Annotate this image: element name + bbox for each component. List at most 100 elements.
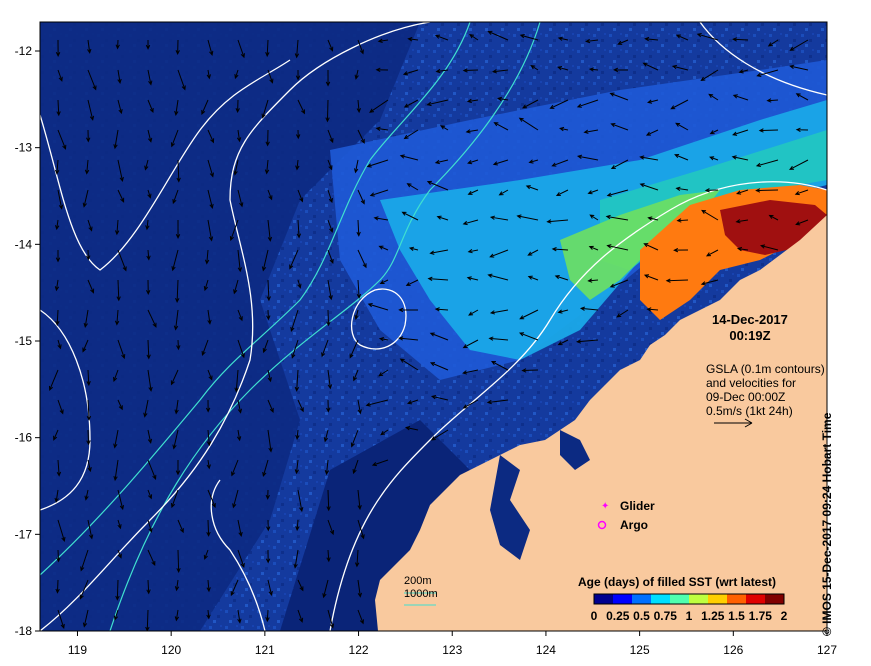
- velocity-arrow: [646, 307, 659, 312]
- velocity-arrow: [404, 426, 419, 431]
- velocity-arrow: [675, 122, 689, 131]
- velocity-arrow: [86, 369, 91, 387]
- velocity-arrow: [434, 307, 449, 312]
- glider-legend-label: Glider: [620, 499, 655, 513]
- velocity-arrow: [767, 39, 779, 47]
- velocity-arrow: [175, 39, 180, 56]
- velocity-arrow: [732, 37, 749, 42]
- velocity-arrow: [297, 279, 302, 289]
- velocity-arrow: [468, 309, 479, 316]
- velocity-arrow: [113, 129, 119, 150]
- velocity-arrow: [147, 99, 154, 114]
- velocity-arrow: [585, 38, 599, 44]
- velocity-arrow: [498, 189, 509, 196]
- velocity-arrow: [295, 129, 301, 140]
- velocity-arrow: [207, 39, 214, 56]
- velocity-arrow: [587, 189, 599, 195]
- bathymetry-200m-contour: [40, 22, 471, 576]
- velocity-arrow: [115, 39, 120, 50]
- velocity-arrow: [491, 69, 509, 74]
- velocity-arrow: [87, 99, 95, 121]
- velocity-arrow: [237, 339, 245, 359]
- velocity-arrow: [296, 219, 302, 239]
- velocity-arrow: [402, 69, 419, 76]
- velocity-arrow: [357, 609, 364, 625]
- velocity-arrow: [519, 34, 539, 41]
- velocity-arrow: [116, 279, 121, 302]
- velocity-arrow: [294, 369, 300, 392]
- x-tick-label: 120: [161, 643, 181, 657]
- velocity-arrow: [114, 219, 120, 236]
- velocity-arrow: [57, 519, 66, 542]
- coastal-inlet: [490, 455, 530, 560]
- velocity-arrow: [115, 579, 120, 601]
- velocity-arrow: [375, 67, 389, 73]
- velocity-arrows: [48, 30, 809, 631]
- bathymetry-1000m-contour: [109, 22, 541, 631]
- velocity-arrow: [144, 159, 149, 171]
- velocity-arrow: [462, 68, 479, 73]
- velocity-arrow: [462, 369, 479, 375]
- colorbar-swatch: [765, 594, 785, 604]
- y-tick-label: -15: [15, 334, 33, 348]
- colorbar-swatch: [727, 594, 747, 604]
- velocity-arrow: [324, 459, 330, 476]
- velocity-arrow: [147, 429, 153, 444]
- depth-legend-1000m-label: 1000m: [404, 588, 438, 600]
- velocity-arrow: [365, 399, 389, 407]
- velocity-arrow: [530, 64, 539, 71]
- velocity-arrow: [201, 339, 209, 357]
- velocity-arrow: [291, 339, 299, 359]
- velocity-arrow: [789, 39, 809, 51]
- colorbar-swatch: [594, 594, 614, 604]
- velocity-arrow: [297, 489, 304, 513]
- velocity-arrow: [367, 303, 389, 311]
- velocity-arrow: [496, 96, 509, 102]
- velocity-arrow: [676, 218, 689, 223]
- velocity-arrow: [354, 159, 359, 174]
- velocity-arrow: [265, 489, 270, 500]
- velocity-arrow: [87, 519, 94, 540]
- velocity-arrow: [557, 339, 569, 346]
- velocity-arrow: [117, 189, 125, 203]
- y-tick-label: -14: [15, 237, 33, 251]
- velocity-arrow: [551, 159, 569, 167]
- velocity-arrow: [576, 339, 599, 344]
- velocity-arrow: [174, 609, 180, 622]
- velocity-arrow: [735, 219, 749, 224]
- velocity-arrow: [86, 249, 91, 261]
- velocity-arrow: [354, 549, 360, 568]
- velocity-arrow: [430, 394, 449, 401]
- velocity-arrow: [696, 33, 719, 41]
- velocity-arrow: [462, 219, 479, 226]
- velocity-arrow: [265, 609, 270, 623]
- velocity-arrow: [356, 279, 362, 299]
- velocity-arrow: [350, 429, 359, 448]
- velocity-arrow: [172, 429, 179, 450]
- velocity-arrow: [429, 362, 449, 371]
- velocity-arrow: [357, 39, 364, 55]
- velocity-arrow: [427, 276, 449, 282]
- velocity-arrow: [704, 188, 719, 193]
- velocity-arrow: [172, 189, 179, 205]
- velocity-arrow: [86, 399, 92, 421]
- velocity-arrow: [426, 180, 449, 191]
- velocity-arrow: [326, 309, 331, 327]
- velocity-arrow: [516, 214, 539, 221]
- velocity-arrow: [206, 609, 211, 620]
- velocity-arrow: [795, 93, 809, 101]
- velocity-arrow: [673, 247, 689, 253]
- velocity-arrow: [327, 129, 334, 144]
- velocity-arrow: [371, 459, 389, 467]
- velocity-arrow: [87, 279, 95, 294]
- colorbar-tick-label: 0.5: [633, 609, 650, 623]
- velocity-arrow: [82, 339, 89, 353]
- velocity-arrow: [84, 159, 90, 175]
- velocity-arrow: [267, 369, 272, 383]
- velocity-arrow: [429, 249, 449, 255]
- velocity-arrow: [587, 278, 599, 283]
- velocity-arrow: [408, 246, 419, 251]
- velocity-arrow: [375, 126, 389, 131]
- velocity-arrow: [462, 399, 479, 409]
- velocity-arrow: [147, 549, 156, 567]
